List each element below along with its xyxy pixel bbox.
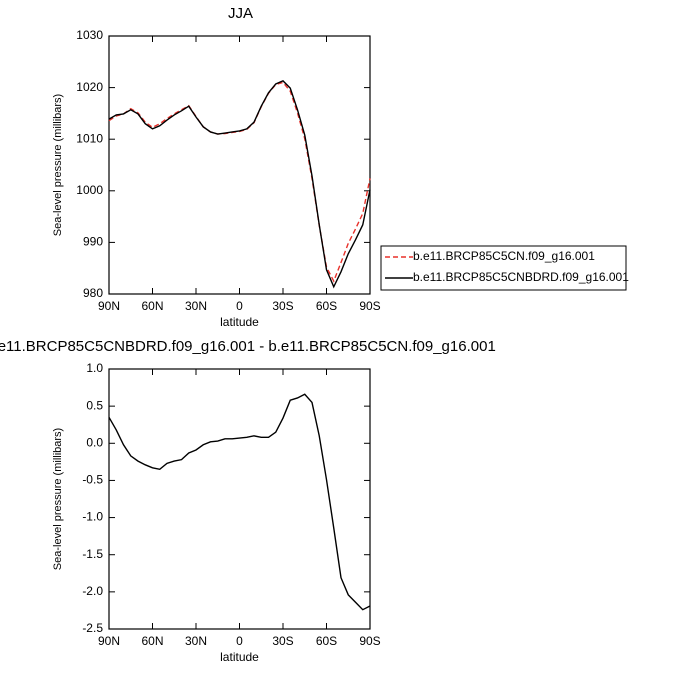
x-tick-label: 60S [316, 299, 337, 313]
x-tick-label: 30S [272, 299, 293, 313]
y-tick-label: -2.5 [82, 621, 103, 635]
x-tick-label: 30N [185, 299, 207, 313]
y-tick-label: 0.0 [86, 435, 103, 449]
x-tick-label: 90S [359, 299, 380, 313]
y-tick-label: -1.0 [82, 510, 103, 524]
x-tick-label: 60N [141, 299, 163, 313]
legend-label: b.e11.BRCP85C5CNBDRD.f09_g16.001 [413, 270, 629, 284]
x-tick-label: 90N [98, 299, 120, 313]
x-tick-label: 90S [359, 634, 380, 648]
data-line [108, 80, 371, 289]
x-tick-label: 30N [185, 634, 207, 648]
y-tick-label: 1010 [76, 131, 103, 145]
y-tick-label: 1.0 [86, 361, 103, 375]
x-tick-label: 60N [141, 634, 163, 648]
chart-title: JJA [228, 5, 253, 22]
y-tick-label: 0.5 [86, 398, 103, 412]
data-line [108, 81, 371, 283]
y-tick-label: 1000 [76, 183, 103, 197]
y-axis-label: Sea-level pressure (millibars) [52, 94, 64, 236]
y-tick-label: 1030 [76, 28, 103, 42]
y-tick-label: 980 [83, 286, 103, 300]
plot-frame [108, 35, 371, 295]
legend-box [380, 245, 627, 291]
x-tick-label: 0 [236, 299, 243, 313]
x-axis-label: latitude [220, 650, 259, 664]
data-line [108, 393, 371, 611]
y-tick-label: -0.5 [82, 473, 103, 487]
x-axis-label: latitude [220, 315, 259, 329]
legend-label: b.e11.BRCP85C5CN.f09_g16.001 [413, 249, 595, 263]
chart-title: b.e11.BRCP85C5CNBDRD.f09_g16.001 - b.e11… [0, 338, 496, 355]
x-tick-label: 90N [98, 634, 120, 648]
y-axis-label: Sea-level pressure (millibars) [52, 428, 64, 570]
x-tick-label: 0 [236, 634, 243, 648]
y-tick-label: -2.0 [82, 584, 103, 598]
x-tick-label: 60S [316, 634, 337, 648]
y-tick-label: 990 [83, 235, 103, 249]
y-tick-label: -1.5 [82, 547, 103, 561]
plot-frame [108, 368, 371, 630]
y-tick-label: 1020 [76, 80, 103, 94]
x-tick-label: 30S [272, 634, 293, 648]
